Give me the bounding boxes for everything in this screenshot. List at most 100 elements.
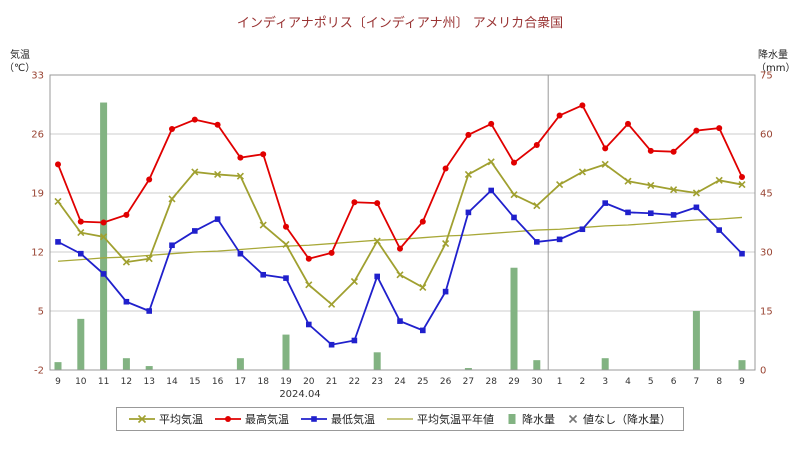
square-marker — [283, 275, 289, 281]
circle-marker — [123, 211, 130, 218]
square-marker — [214, 216, 221, 222]
x-axis-day-label: 11 — [98, 377, 109, 387]
right-axis-label-line2: （mm） — [756, 62, 795, 74]
cross-marker — [442, 240, 450, 248]
circle-marker — [670, 148, 677, 155]
left-axis-tick-label: 33 — [31, 71, 44, 82]
cross-marker — [259, 221, 267, 229]
precip-bar — [77, 318, 85, 370]
square-marker — [100, 271, 107, 277]
bar-legend-swatch — [508, 414, 516, 424]
cross-legend-swatch — [568, 414, 578, 424]
square-marker — [488, 187, 494, 194]
x-axis-day-label: 2 — [580, 377, 586, 387]
precip-bar — [236, 358, 244, 370]
square-marker — [602, 200, 608, 206]
square-marker — [465, 209, 472, 216]
right-axis-tick-label: 75 — [760, 71, 773, 82]
cross-marker — [487, 158, 495, 166]
precip-bar — [282, 334, 290, 370]
legend-item: 最高気温 — [215, 411, 289, 427]
chart-title: インディアナポリス〔インディアナ州〕 アメリカ合衆国 — [237, 15, 563, 31]
cross-marker — [214, 170, 222, 179]
legend-item: 降水量 — [506, 411, 555, 427]
cross-marker — [122, 258, 130, 266]
period-label: 2024.04 — [279, 389, 320, 400]
cross-marker — [647, 181, 655, 189]
cross-marker — [396, 271, 404, 279]
precip-bar — [122, 358, 130, 370]
circle-marker — [533, 141, 540, 148]
left-axis-tick-label: 26 — [31, 130, 44, 141]
left-axis-tick-label: 12 — [31, 248, 44, 259]
precip-bar — [533, 360, 541, 370]
circle-marker — [397, 245, 403, 252]
circle-marker — [419, 218, 426, 225]
x-axis-day-label: 25 — [417, 377, 428, 387]
x-axis-day-label: 29 — [508, 377, 520, 387]
square-marker — [374, 273, 380, 280]
x-axis-day-label: 17 — [235, 377, 246, 387]
circle-marker — [283, 223, 289, 230]
square-marker — [442, 288, 449, 295]
cross-marker — [670, 186, 678, 194]
x-axis-day-label: 19 — [280, 377, 292, 387]
right-axis-tick-label: 0 — [760, 366, 766, 377]
cross-marker — [464, 170, 472, 179]
square-marker — [55, 239, 61, 245]
circle-marker — [351, 199, 358, 206]
x-axis-day-label: 28 — [485, 377, 497, 387]
left-axis-tick-label: -2 — [34, 366, 44, 377]
precip-bar — [738, 360, 746, 370]
legend-item: 最低気温 — [301, 411, 375, 427]
circle-marker — [305, 255, 312, 262]
x-axis-day-label: 27 — [463, 377, 474, 387]
cross-marker — [305, 281, 313, 289]
right-axis-tick-label: 30 — [760, 248, 773, 259]
legend-label: 平均気温 — [159, 413, 203, 426]
x-axis-day-label: 3 — [602, 377, 608, 387]
square-marker — [670, 212, 677, 218]
x-axis-day-label: 5 — [648, 377, 654, 387]
legend-label: 降水量 — [522, 413, 555, 426]
cross-marker — [578, 168, 586, 176]
precip-bar — [145, 366, 153, 370]
x-axis-day-label: 7 — [694, 377, 700, 387]
circle-marker — [146, 176, 153, 183]
legend-label: 最低気温 — [331, 413, 375, 426]
square-marker — [716, 227, 722, 233]
circle-marker — [100, 219, 107, 226]
series-line-cross — [57, 160, 743, 306]
x-axis-day-label: 9 — [739, 377, 745, 387]
x-axis-day-label: 4 — [625, 377, 631, 387]
square-marker — [237, 250, 244, 257]
square-marker — [739, 250, 745, 257]
precip-bar — [510, 267, 518, 370]
x-axis-day-label: 20 — [303, 377, 315, 387]
legend-label: 平均気温平年値 — [417, 413, 494, 426]
x-axis-day-label: 24 — [394, 377, 406, 387]
x-axis-day-label: 13 — [143, 377, 154, 387]
square-marker — [146, 308, 152, 314]
precip-bar — [692, 311, 700, 370]
circle-marker — [739, 173, 745, 180]
series-line-circle — [57, 104, 743, 260]
right-axis-tick-label: 15 — [760, 307, 773, 318]
x-axis-day-label: 30 — [531, 377, 543, 387]
x-axis-day-label: 9 — [55, 377, 61, 387]
cross-marker — [236, 172, 244, 180]
precip-bar — [54, 362, 62, 370]
circle-marker — [716, 125, 723, 132]
left-axis-tick-label: 5 — [38, 307, 44, 318]
circle-marker — [465, 131, 472, 138]
legend-item: 値なし（降水量） — [567, 411, 671, 427]
cross-marker — [54, 197, 62, 205]
circle-marker — [77, 218, 84, 225]
square-marker — [648, 210, 654, 217]
cross-marker — [715, 176, 723, 184]
circle-marker — [647, 147, 654, 154]
circle-marker — [214, 121, 221, 128]
cross-marker — [556, 181, 564, 189]
